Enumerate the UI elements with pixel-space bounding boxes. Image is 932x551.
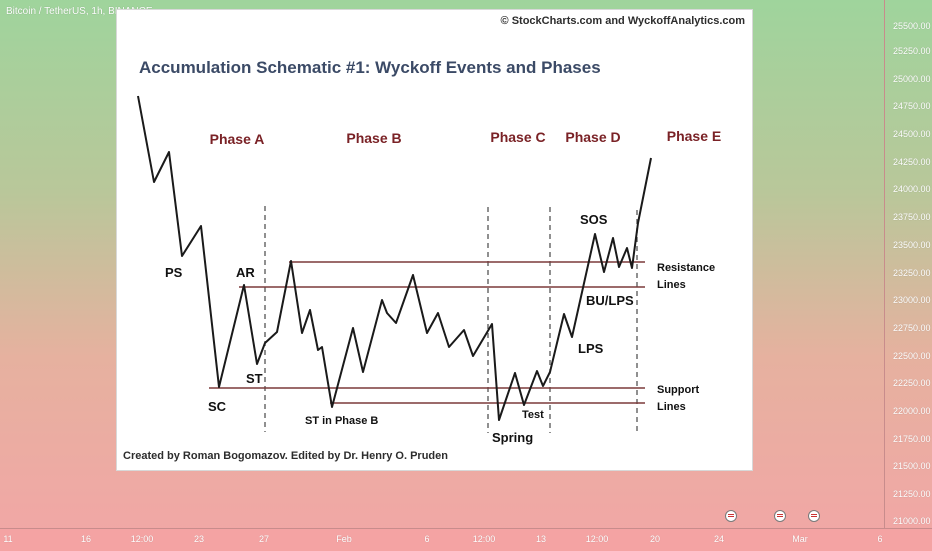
schematic-title: Accumulation Schematic #1: Wyckoff Event…: [139, 58, 601, 77]
us-flag-icon[interactable]: [774, 510, 786, 522]
price-label: 21500.00: [893, 461, 931, 471]
price-label: 25000.00: [893, 74, 931, 84]
wyckoff-schematic-image: © StockCharts.com and WyckoffAnalytics.c…: [116, 9, 753, 471]
event-ar-label: AR: [236, 265, 255, 280]
event-spring-label: Spring: [492, 430, 533, 445]
price-path: [137, 95, 652, 421]
event-ps-label: PS: [165, 265, 183, 280]
price-label: 24000.00: [893, 184, 931, 194]
event-sc-label: SC: [208, 399, 227, 414]
resistance-lines-label: Lines: [657, 279, 686, 291]
time-label: 27: [258, 534, 270, 544]
time-axis[interactable]: 11 16 12:00 23 27 Feb 6 12:00 13 12:00 2…: [0, 528, 932, 551]
phase-a-label: Phase A: [210, 131, 265, 147]
schematic-copyright: © StockCharts.com and WyckoffAnalytics.c…: [501, 15, 746, 27]
time-label: 24: [713, 534, 725, 544]
schematic-credit: Created by Roman Bogomazov. Edited by Dr…: [123, 450, 448, 462]
time-label: Mar: [792, 534, 808, 544]
schematic-drawing: © StockCharts.com and WyckoffAnalytics.c…: [123, 15, 746, 462]
time-label: 12:00: [585, 534, 609, 544]
us-flag-icon[interactable]: [725, 510, 737, 522]
price-label: 23000.00: [893, 295, 931, 305]
symbol-header[interactable]: Bitcoin / TetherUS, 1h, BINANCE: [6, 6, 153, 17]
time-label: 12:00: [472, 534, 496, 544]
support-lines-label: Lines: [657, 401, 686, 413]
price-label: 22000.00: [893, 406, 931, 416]
price-label: 23500.00: [893, 240, 931, 250]
price-label: 22750.00: [893, 323, 931, 333]
phase-e-label: Phase E: [667, 128, 721, 144]
price-label: 25250.00: [893, 46, 931, 56]
price-label: 21000.00: [893, 516, 931, 526]
phase-c-label: Phase C: [490, 129, 545, 145]
phase-d-label: Phase D: [565, 129, 620, 145]
time-label: 6: [424, 534, 430, 544]
event-bu-lps-label: BU/LPS: [586, 293, 634, 308]
price-label: 23250.00: [893, 268, 931, 278]
resistance-label: Resistance: [657, 262, 715, 274]
us-flag-icon[interactable]: [808, 510, 820, 522]
price-label: 24750.00: [893, 101, 931, 111]
price-label: 24250.00: [893, 157, 931, 167]
event-test-label: Test: [522, 409, 544, 421]
time-label: 20: [649, 534, 661, 544]
time-label: Feb: [336, 534, 352, 544]
event-st-label: ST: [246, 371, 263, 386]
event-sos-label: SOS: [580, 212, 608, 227]
price-label: 21750.00: [893, 434, 931, 444]
price-label: 22250.00: [893, 378, 931, 388]
price-axis[interactable]: 25500.00 25250.00 25000.00 24750.00 2450…: [884, 0, 932, 528]
time-label: 12:00: [130, 534, 154, 544]
time-label: 11: [3, 534, 13, 544]
time-label: 13: [535, 534, 547, 544]
event-lps-label: LPS: [578, 341, 604, 356]
time-label: 6: [877, 534, 883, 544]
price-label: 21250.00: [893, 489, 931, 499]
phase-b-label: Phase B: [346, 130, 401, 146]
support-label: Support: [657, 384, 699, 396]
price-label: 25500.00: [893, 21, 931, 31]
time-label: 16: [80, 534, 92, 544]
price-label: 24500.00: [893, 129, 931, 139]
price-label: 22500.00: [893, 351, 931, 361]
price-label: 23750.00: [893, 212, 931, 222]
event-st-phase-b-label: ST in Phase B: [305, 415, 378, 427]
time-label: 23: [193, 534, 205, 544]
